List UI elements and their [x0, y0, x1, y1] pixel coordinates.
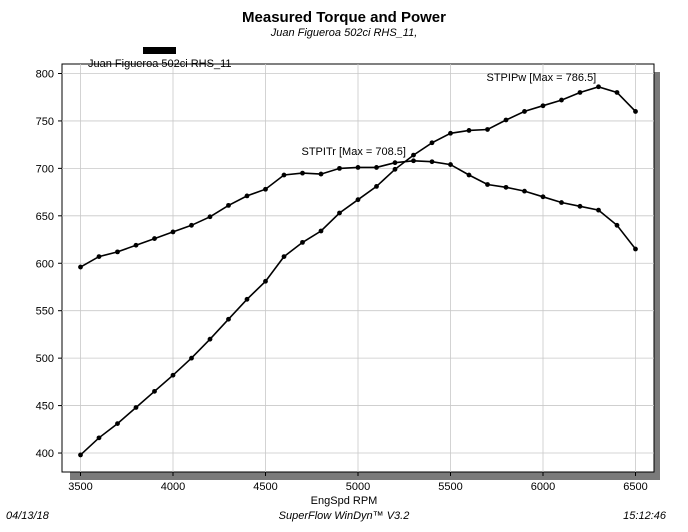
data-point-STPIPw [429, 140, 435, 146]
data-point-STPIPw [466, 128, 472, 133]
x-tick-label: 5000 [346, 481, 370, 493]
y-tick-label: 800 [36, 68, 54, 80]
data-point-STPITr [596, 207, 601, 213]
footer-date: 04/13/18 [6, 510, 49, 522]
data-point-STPIPw [189, 355, 194, 361]
data-point-STPIPw [226, 316, 231, 322]
data-point-STPIPw [263, 278, 268, 284]
y-axis-ticks: 400 450 500 550 600 650 700 750 800 [36, 68, 62, 460]
legend-swatch [143, 47, 176, 54]
data-point-STPIPw [503, 117, 509, 123]
legend-label: Juan Figueroa 502ci RHS_11 [88, 58, 232, 70]
data-point-STPIPw [559, 97, 564, 103]
data-point-STPITr [337, 165, 342, 171]
data-point-STPITr [374, 165, 379, 170]
x-axis-ticks: 3500 4000 4500 5000 5500 6000 6500 [68, 472, 648, 493]
data-point-STPIPw [522, 109, 527, 114]
y-tick-label: 400 [36, 448, 54, 460]
data-point-STPIPw [448, 130, 453, 136]
data-point-STPIPw [614, 90, 620, 95]
data-point-STPIPw [411, 152, 416, 158]
data-point-STPITr [318, 171, 324, 177]
data-point-STPITr [281, 172, 287, 178]
data-point-STPITr [485, 182, 490, 187]
data-point-STPITr [226, 202, 231, 208]
data-point-STPIPw [633, 109, 638, 114]
data-point-STPIPw [374, 184, 379, 189]
data-point-STPITr [300, 170, 305, 176]
data-point-STPIPw [300, 239, 305, 245]
data-point-STPITr [96, 254, 102, 260]
data-point-STPIPw [115, 421, 120, 427]
data-point-STPIPw [485, 127, 490, 132]
data-point-STPIPw [540, 103, 546, 109]
data-point-STPITr [577, 203, 583, 209]
data-point-STPIPw [392, 166, 398, 172]
data-point-STPIPw [281, 254, 287, 260]
data-point-STPITr [207, 214, 213, 220]
data-point-STPIPw [337, 210, 342, 216]
data-point-STPITr [263, 186, 268, 192]
x-tick-label: 5500 [438, 481, 462, 493]
data-point-STPITr [133, 242, 139, 248]
y-tick-label: 600 [36, 258, 54, 270]
data-point-STPIPw [244, 296, 250, 302]
data-point-STPITr [411, 158, 416, 164]
footer-app-name: SuperFlow WinDyn™ V3.2 [278, 510, 410, 522]
y-tick-label: 500 [36, 353, 54, 365]
data-point-STPITr [503, 184, 509, 190]
data-point-STPITr [429, 159, 435, 165]
x-tick-label: 4000 [161, 481, 185, 493]
y-tick-label: 700 [36, 163, 54, 175]
data-point-STPIPw [577, 90, 583, 95]
grid-lines [62, 64, 654, 472]
data-point-STPITr [244, 193, 250, 199]
data-point-STPITr [633, 246, 638, 252]
footer-time: 15:12:46 [623, 510, 666, 522]
data-point-STPITr [614, 222, 620, 228]
legend: Juan Figueroa 502ci RHS_11 [88, 47, 232, 70]
y-tick-label: 550 [36, 306, 54, 318]
x-tick-label: 6500 [623, 481, 647, 493]
data-point-STPIPw [170, 372, 176, 378]
data-point-STPITr [170, 229, 176, 235]
y-tick-label: 750 [36, 116, 54, 128]
annotation-STPITr: STPITr [Max = 708.5] [302, 146, 406, 158]
annotation-STPIPw: STPIPw [Max = 786.5] [487, 72, 597, 84]
data-point-STPITr [355, 165, 361, 170]
data-point-STPITr [540, 194, 546, 200]
data-point-STPITr [559, 200, 564, 205]
data-point-STPITr [115, 249, 120, 255]
data-point-STPITr [78, 264, 83, 270]
data-point-STPIPw [133, 405, 139, 410]
data-point-STPIPw [596, 84, 601, 90]
x-tick-label: 3500 [68, 481, 92, 493]
data-point-STPIPw [96, 435, 102, 441]
data-point-STPITr [466, 172, 472, 178]
series-group [78, 84, 638, 458]
data-point-STPITr [152, 236, 157, 241]
y-tick-label: 450 [36, 401, 54, 413]
data-point-STPIPw [318, 228, 324, 234]
data-point-STPIPw [78, 452, 83, 458]
data-point-STPIPw [207, 336, 213, 342]
series-annotations: STPITr [Max = 708.5] STPIPw [Max = 786.5] [302, 72, 597, 158]
y-tick-label: 650 [36, 211, 54, 223]
data-point-STPITr [189, 222, 194, 228]
chart-title: Measured Torque and Power [242, 9, 446, 26]
x-axis-label: EngSpd RPM [311, 495, 378, 507]
data-point-STPITr [392, 160, 398, 166]
chart-subtitle: Juan Figueroa 502ci RHS_11, [270, 27, 418, 39]
x-tick-label: 4500 [253, 481, 277, 493]
x-tick-label: 6000 [531, 481, 555, 493]
data-point-STPITr [522, 188, 527, 194]
data-point-STPIPw [355, 197, 361, 203]
data-point-STPITr [448, 162, 453, 167]
data-point-STPIPw [152, 388, 157, 394]
